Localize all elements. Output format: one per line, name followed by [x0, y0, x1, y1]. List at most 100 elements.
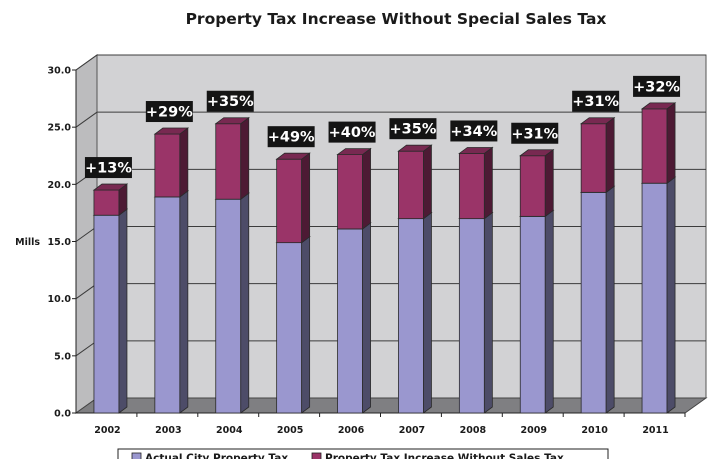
y-axis-ticks: 0.0 5.0 10.0 15.0 20.0 25.0 30.0 [48, 66, 76, 420]
data-label-text: +35% [207, 94, 254, 110]
bar-front [641, 108, 668, 184]
bar-segment [336, 147, 372, 230]
legend-box [117, 448, 609, 459]
data-label-box [267, 126, 315, 148]
bar-top [214, 117, 250, 125]
bar-front [337, 154, 363, 230]
bar-side [240, 192, 250, 414]
bar-front [276, 158, 303, 244]
bar-segment [275, 235, 311, 414]
data-label-box [572, 90, 620, 112]
bar-front [458, 153, 485, 220]
bar-segment [214, 116, 250, 200]
bar-segment [640, 176, 677, 414]
data-label-text: +29% [146, 105, 193, 121]
bar-front [93, 189, 120, 216]
data-label: +29% [145, 101, 193, 123]
x-tick-label: 2002 [94, 425, 120, 436]
data-label-text: +35% [390, 122, 437, 138]
bar-top [336, 148, 372, 156]
x-tick-label: 2008 [460, 425, 487, 436]
gridline [75, 111, 706, 128]
y-tick-label: 10.0 [48, 294, 72, 305]
bar-side [179, 190, 189, 414]
data-label-text: +31% [572, 94, 619, 110]
bar-side [544, 148, 554, 218]
data-label: +40% [328, 121, 376, 143]
legend-entry: Property Tax Increase Without Sales Tax [311, 452, 564, 459]
bar-segment [519, 148, 555, 218]
bar-side [362, 147, 371, 230]
bar-segment [92, 208, 129, 414]
y-tick-label: 25.0 [48, 123, 72, 134]
data-label-box [328, 121, 376, 143]
bar-side [666, 102, 676, 184]
bar-segment [640, 102, 677, 184]
bar-side [423, 211, 432, 414]
legend-swatch [131, 452, 142, 459]
data-label-text: +31% [511, 126, 558, 142]
bar-front [398, 218, 424, 414]
data-label-box [450, 120, 498, 142]
data-label: +32% [633, 75, 681, 97]
bar-segment [397, 144, 433, 220]
x-tick-label: 2004 [216, 425, 243, 436]
bar-front [154, 196, 181, 414]
bar-segment [153, 190, 190, 414]
data-label-text: +13% [85, 161, 132, 177]
bar-top [275, 152, 311, 160]
bar-front [93, 214, 120, 414]
y-tick-label: 15.0 [48, 237, 72, 248]
bar-side [483, 211, 493, 414]
legend: Actual City Property Tax Property Tax Inc… [117, 448, 609, 459]
y-tick-label: 30.0 [48, 66, 72, 77]
data-label: +35% [206, 90, 254, 112]
legend-label: Actual City Property Tax [145, 453, 288, 459]
data-label-text: +49% [268, 130, 315, 146]
bar-front [154, 133, 181, 198]
bar-side [605, 116, 615, 194]
y-tick-label: 5.0 [54, 351, 71, 362]
data-label-box [389, 118, 437, 140]
bar-side [240, 116, 250, 200]
legend-entry: Actual City Property Tax [131, 452, 288, 459]
bar-side [179, 127, 189, 198]
data-label-text: +40% [329, 125, 376, 141]
bar-segment [397, 211, 433, 414]
bar-front [215, 198, 242, 414]
bar-side [301, 152, 311, 244]
data-label-box [633, 75, 681, 97]
x-tick-label: 2005 [277, 425, 303, 436]
y-tick-label: 20.0 [48, 180, 72, 191]
data-label-box [84, 157, 132, 179]
bar-side [666, 176, 676, 414]
bar-side [301, 235, 311, 414]
x-tick-label: 2007 [399, 425, 425, 436]
bar-segment [579, 116, 616, 194]
data-label-box [145, 101, 193, 123]
data-label: +35% [389, 118, 437, 140]
data-label-text: +32% [633, 79, 680, 95]
bar-segment [275, 152, 311, 244]
bar-front [276, 242, 303, 414]
bar-front [580, 123, 607, 193]
x-tick-label: 2006 [338, 425, 365, 436]
bar-segment [153, 127, 190, 198]
data-label: +31% [511, 122, 559, 144]
bar-side [118, 208, 128, 414]
bar-front [641, 182, 668, 414]
bar-top [458, 147, 494, 154]
bar-side [423, 144, 432, 220]
gridline [75, 54, 706, 71]
bar-front [398, 150, 424, 220]
y-tick-label: 0.0 [54, 409, 71, 420]
x-tick-label: 2011 [642, 425, 668, 436]
bar-top [640, 102, 677, 110]
x-tick-label: 2003 [155, 425, 181, 436]
bar-top [92, 183, 129, 191]
x-axis-ticks: 2002 2003 2004 2005 2006 2007 2008 2009 2010 2011 [94, 413, 686, 436]
bar-segment [458, 211, 494, 414]
bar-front [337, 228, 363, 414]
legend-swatch [311, 452, 322, 459]
